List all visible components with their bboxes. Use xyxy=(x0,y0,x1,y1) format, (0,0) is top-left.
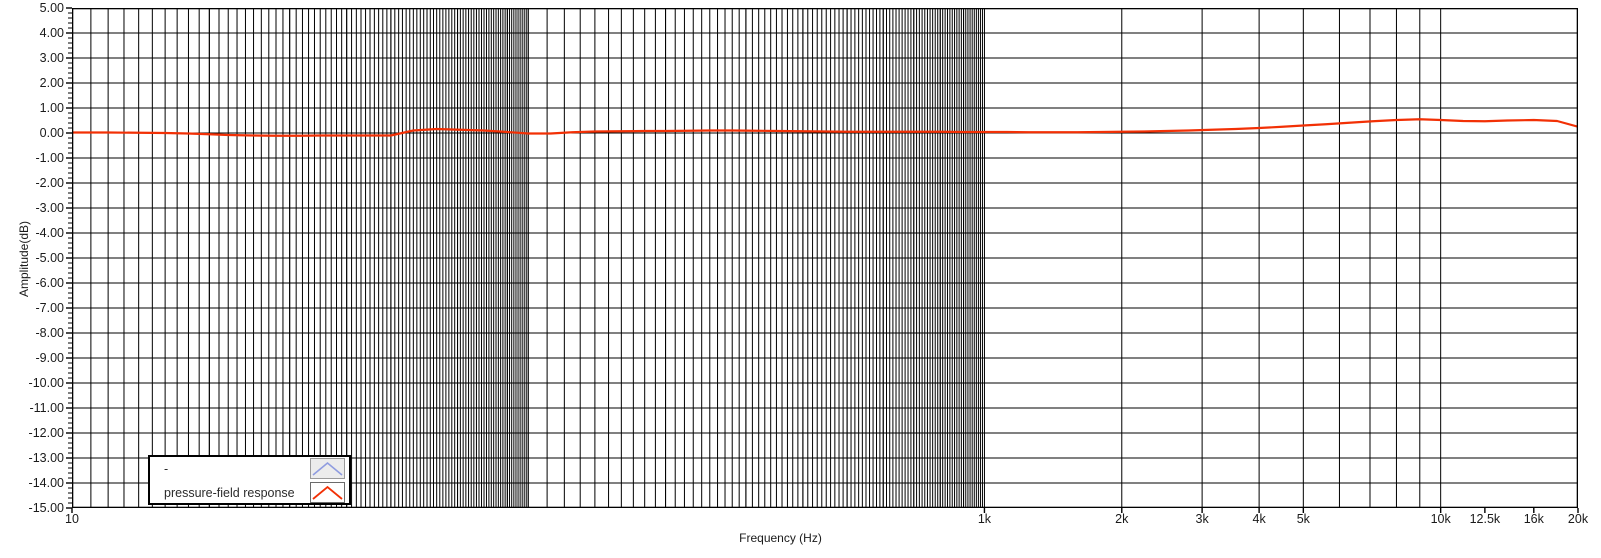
y-axis-tick-label: 2.00 xyxy=(39,76,64,90)
legend-item[interactable]: pressure-field response xyxy=(150,481,349,504)
x-axis-title-wrapper: Frequency (Hz) xyxy=(0,531,1601,545)
x-axis-tick-label: 10k xyxy=(1430,512,1451,526)
y-axis-tick-label: -11.00 xyxy=(29,401,64,415)
y-axis-tick-label: 5.00 xyxy=(39,1,64,15)
x-axis-tick-label: 4k xyxy=(1252,512,1266,526)
x-axis-tick-label: 12.5k xyxy=(1469,512,1501,526)
y-axis-tick-label: -4.00 xyxy=(35,226,65,240)
x-axis-tick-label: 2k xyxy=(1115,512,1129,526)
x-axis-tick-label: 5k xyxy=(1296,512,1310,526)
legend[interactable]: - pressure-field response xyxy=(148,455,351,505)
y-axis-tick-label: -14.00 xyxy=(28,476,64,490)
legend-item-label: pressure-field response xyxy=(164,485,295,500)
y-axis-tick-label: 1.00 xyxy=(39,101,64,115)
plot-area xyxy=(72,8,1578,508)
y-axis-tick-label: -2.00 xyxy=(35,176,65,190)
y-axis-tick-label: 3.00 xyxy=(39,51,64,65)
y-axis-tick-label: -3.00 xyxy=(35,201,65,215)
series-line xyxy=(72,118,1578,137)
x-axis-tick-label: 16k xyxy=(1523,512,1544,526)
x-axis-tick-label: 20k xyxy=(1567,512,1589,526)
y-axis-tick-label: -5.00 xyxy=(35,251,65,265)
y-axis-tick-label: -15.00 xyxy=(28,501,64,515)
grid-lines xyxy=(72,8,1578,508)
legend-item-label: - xyxy=(164,462,169,476)
x-axis-title: Frequency (Hz) xyxy=(739,531,822,545)
y-axis-tick-label: 0.00 xyxy=(39,126,64,140)
y-axis-tick-label: -6.00 xyxy=(35,276,65,290)
y-axis-tick-label: -8.00 xyxy=(35,326,65,340)
legend-swatch-icon[interactable] xyxy=(310,458,345,479)
legend-item[interactable]: - xyxy=(150,457,349,481)
plot-border xyxy=(72,8,1578,508)
y-axis-tick-label: -7.00 xyxy=(35,301,65,315)
x-axis-tick-label: 3k xyxy=(1195,512,1209,526)
y-axis-tick-label: -12.00 xyxy=(28,426,64,440)
y-axis-tick-label: 4.00 xyxy=(39,26,64,40)
y-axis-tick-labels: 5.00 4.00 3.00 2.00 1.00 0.00 -1.00 -2.00 -3.00 -… xyxy=(0,0,64,558)
x-axis-tick-label: 1k xyxy=(977,512,992,526)
y-axis-tick-label: -1.00 xyxy=(35,151,65,165)
y-axis-tick-label: -10.00 xyxy=(28,376,64,390)
x-axis-tick-label: 10 xyxy=(65,512,79,526)
y-axis-tick-label: -13.00 xyxy=(28,451,64,465)
plot-svg xyxy=(72,8,1578,508)
y-axis-tick-label: -9.00 xyxy=(35,351,65,365)
legend-swatch-icon[interactable] xyxy=(310,482,345,503)
